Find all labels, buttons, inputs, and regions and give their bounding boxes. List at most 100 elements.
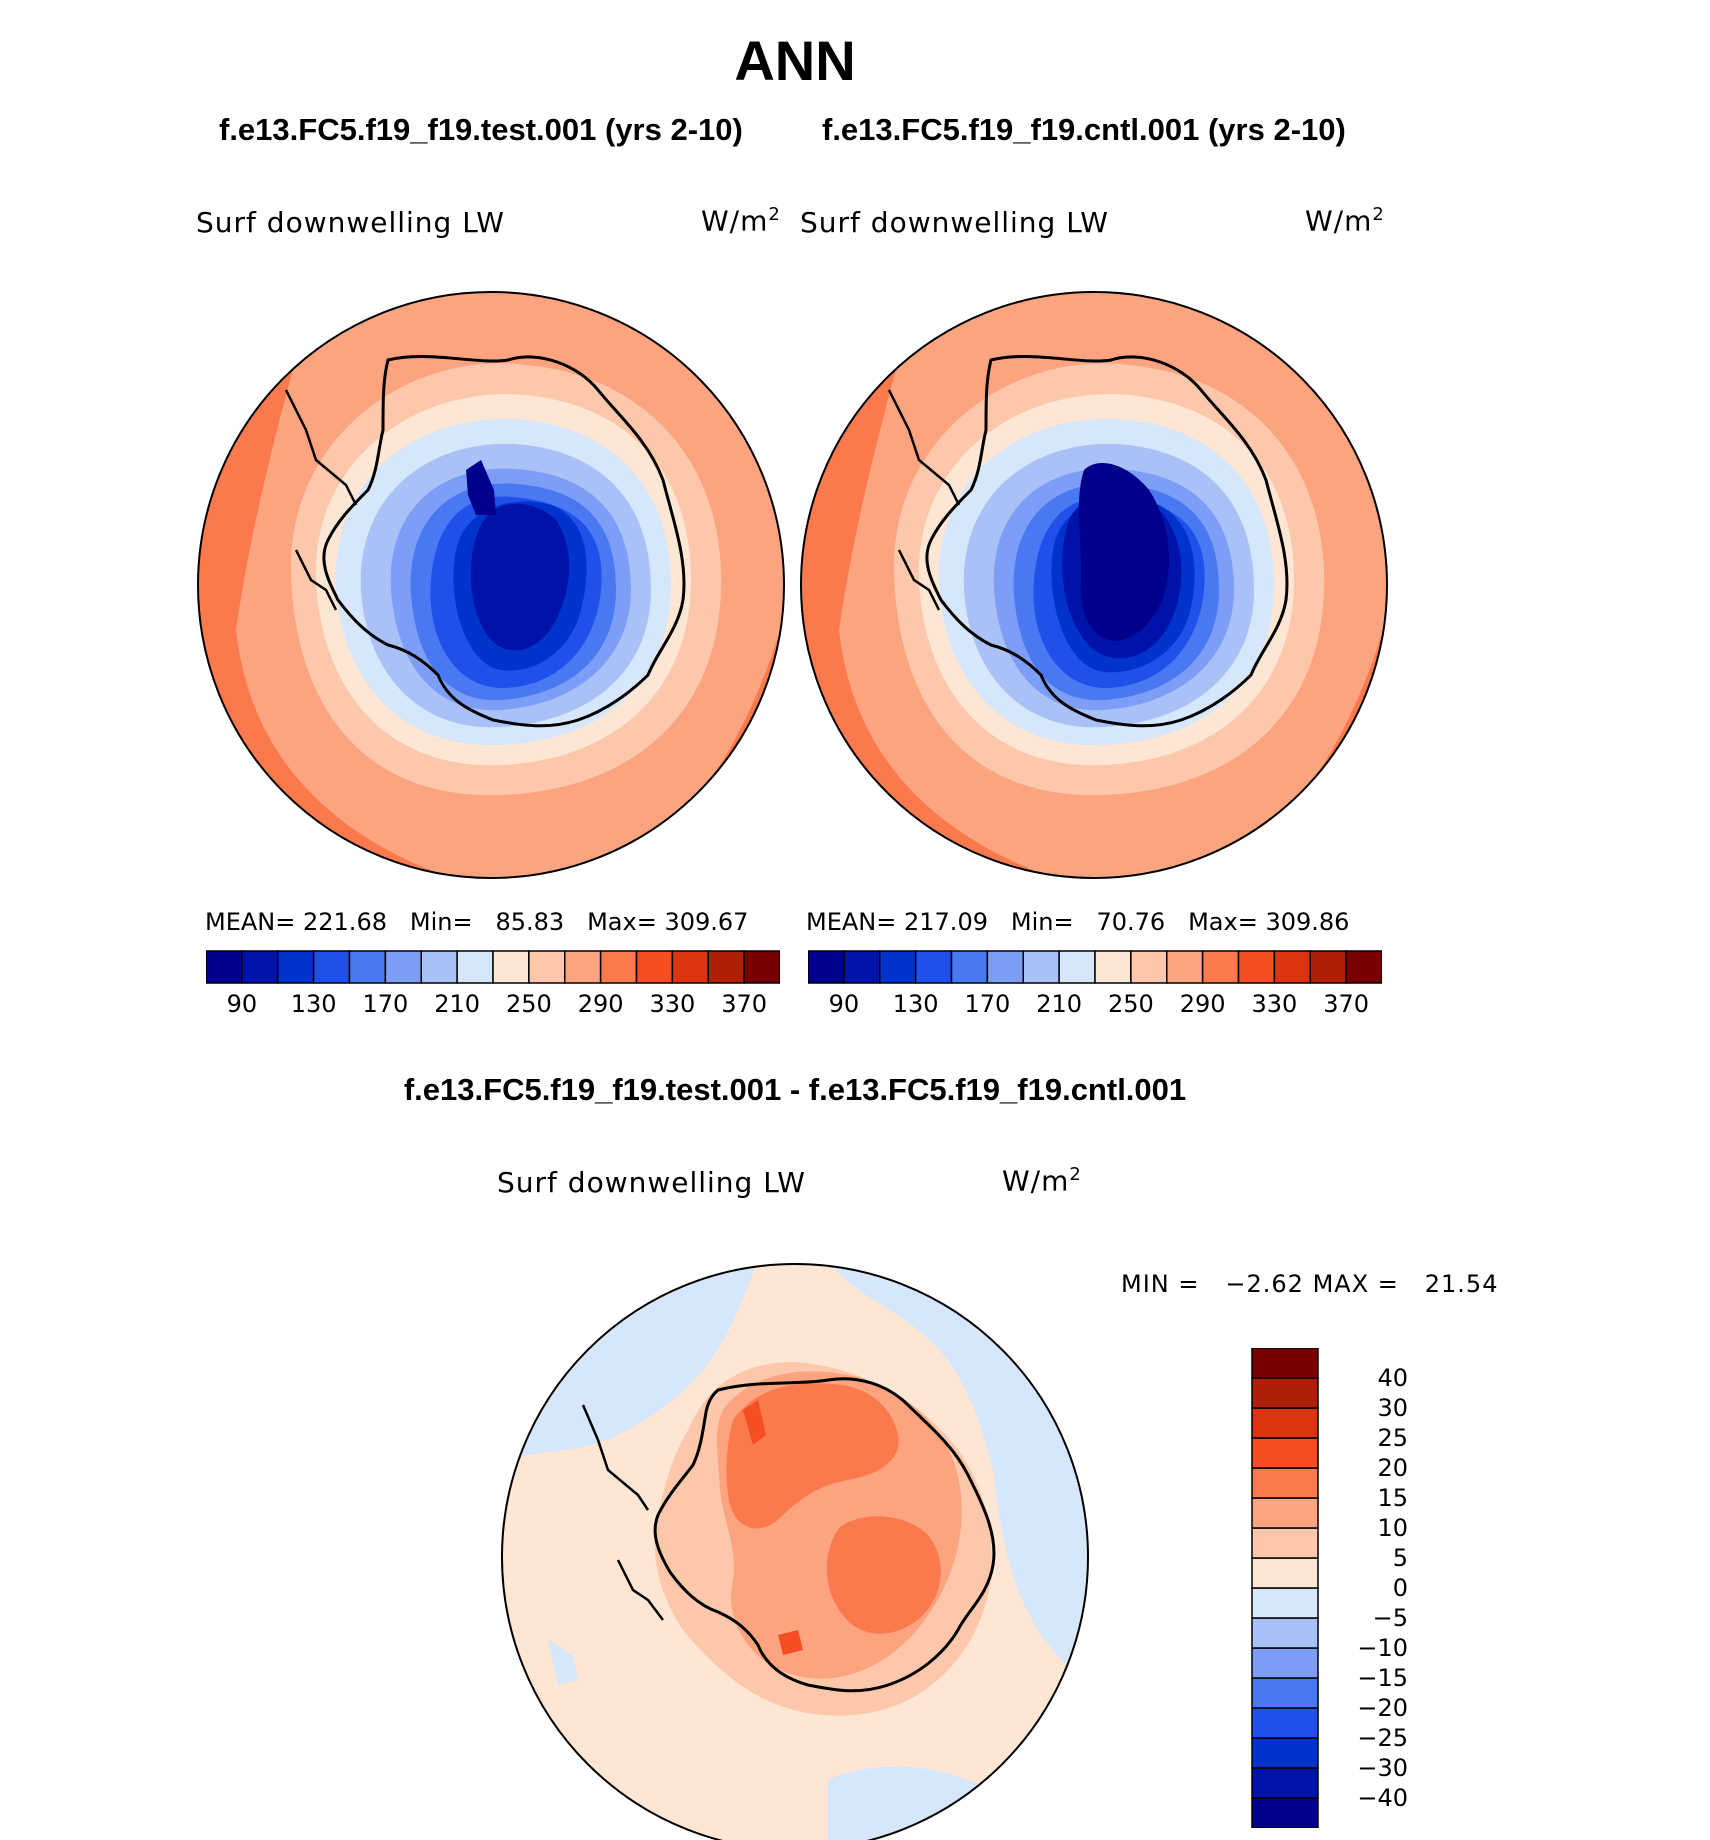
test-units-label: W/m2 — [701, 204, 781, 238]
colorbar-tick-label: 25 — [1377, 1424, 1408, 1452]
colorbar-tick-label: 0 — [1392, 1574, 1408, 1602]
colorbar-tick-label: −20 — [1357, 1694, 1408, 1722]
colorbar-box — [384, 950, 423, 984]
colorbar-tick-label: 30 — [1377, 1394, 1408, 1422]
colorbar-box — [635, 950, 674, 984]
colorbar-tick-label: 250 — [505, 990, 552, 1018]
cntl-stats-line: MEAN= 217.09 Min= 70.76 Max= 309.86 — [806, 908, 1350, 936]
colorbar-box — [348, 950, 387, 984]
cntl-colorbar-ticks: 90 130 170 210 250 290 330 370 — [808, 990, 1382, 1022]
colorbar-tick-label: −25 — [1357, 1724, 1408, 1752]
test-polar-map — [197, 291, 785, 879]
colorbar-box — [1251, 1647, 1319, 1679]
colorbar-box — [1251, 1767, 1319, 1799]
colorbar-tick-label: 130 — [892, 990, 939, 1018]
test-stats-line: MEAN= 221.68 Min= 85.83 Max= 309.67 — [205, 908, 749, 936]
colorbar-box — [599, 950, 638, 984]
colorbar-tick-label: 170 — [362, 990, 409, 1018]
diff-stats-line: MIN = −2.62 MAX = 21.54 — [1121, 1270, 1499, 1298]
colorbar-box — [1251, 1587, 1319, 1619]
colorbar-box — [1201, 950, 1240, 984]
test-variable-label: Surf downwelling LW — [196, 206, 505, 239]
diff-units-label: W/m2 — [1002, 1164, 1082, 1198]
colorbar-box — [492, 950, 530, 984]
colorbar-tick-label: 170 — [964, 990, 1011, 1018]
colorbar-box — [1022, 950, 1060, 984]
colorbar-box — [1130, 950, 1168, 984]
colorbar-box — [1251, 1497, 1319, 1529]
colorbar-box — [1251, 1348, 1319, 1379]
colorbar-box — [1237, 950, 1276, 984]
colorbar-box — [1058, 950, 1096, 984]
cntl-units-label: W/m2 — [1305, 204, 1385, 238]
colorbar-box — [1166, 950, 1204, 984]
colorbar-box — [743, 950, 780, 984]
colorbar-tick-label: 130 — [290, 990, 337, 1018]
colorbar-box — [1251, 1617, 1319, 1649]
colorbar-box — [1273, 950, 1312, 984]
cntl-case-title: f.e13.FC5.f19_f19.cntl.001 (yrs 2-10) — [822, 112, 1346, 147]
colorbar-box — [456, 950, 494, 984]
colorbar-box — [1251, 1527, 1319, 1559]
colorbar-tick-label: 330 — [649, 990, 696, 1018]
colorbar-box — [241, 950, 279, 984]
cntl-polar-map — [800, 291, 1388, 879]
colorbar-box — [707, 950, 745, 984]
colorbar-box — [1251, 1797, 1319, 1828]
colorbar-box — [843, 950, 881, 984]
colorbar-tick-label: 15 — [1377, 1484, 1408, 1512]
colorbar-box — [986, 950, 1025, 984]
colorbar-box — [879, 950, 917, 984]
colorbar-box — [206, 950, 243, 984]
colorbar-box — [1094, 950, 1132, 984]
diff-colorbar — [1251, 1348, 1319, 1828]
colorbar-box — [312, 950, 351, 984]
colorbar-box — [1251, 1467, 1319, 1499]
colorbar-tick-label: 5 — [1392, 1544, 1408, 1572]
colorbar-tick-label: −15 — [1357, 1664, 1408, 1692]
colorbar-tick-label: 90 — [226, 990, 258, 1018]
colorbar-box — [277, 950, 315, 984]
colorbar-tick-label: −30 — [1357, 1754, 1408, 1782]
cntl-colorbar — [808, 950, 1382, 984]
colorbar-box — [808, 950, 845, 984]
colorbar-tick-label: 210 — [1036, 990, 1083, 1018]
colorbar-tick-label: 370 — [721, 990, 768, 1018]
colorbar-box — [1251, 1677, 1319, 1709]
diff-variable-label: Surf downwelling LW — [497, 1166, 806, 1199]
colorbar-tick-label: 250 — [1107, 990, 1154, 1018]
colorbar-tick-label: 90 — [828, 990, 860, 1018]
colorbar-tick-label: 330 — [1251, 990, 1298, 1018]
diff-polar-map — [501, 1263, 1089, 1840]
colorbar-tick-label: 10 — [1377, 1514, 1408, 1542]
colorbar-box — [914, 950, 953, 984]
diff-case-title: f.e13.FC5.f19_f19.test.001 - f.e13.FC5.f… — [403, 1072, 1187, 1107]
colorbar-box — [950, 950, 989, 984]
colorbar-box — [420, 950, 458, 984]
colorbar-tick-label: 290 — [1179, 990, 1226, 1018]
colorbar-box — [1345, 950, 1382, 984]
colorbar-box — [1251, 1437, 1319, 1469]
colorbar-tick-label: −10 — [1357, 1634, 1408, 1662]
diff-colorbar-ticks: −40 −30 −25 −20 −15 −10 −5 0 5 10 15 20 25 30 40 — [1328, 1348, 1408, 1828]
colorbar-tick-label: 40 — [1377, 1364, 1408, 1392]
colorbar-box — [671, 950, 710, 984]
test-colorbar — [206, 950, 780, 984]
colorbar-box — [1251, 1407, 1319, 1439]
colorbar-box — [564, 950, 602, 984]
test-case-title: f.e13.FC5.f19_f19.test.001 (yrs 2-10) — [219, 112, 743, 147]
test-colorbar-ticks: 90 130 170 210 250 290 330 370 — [206, 990, 780, 1022]
colorbar-tick-label: −40 — [1357, 1784, 1408, 1812]
colorbar-tick-label: 20 — [1377, 1454, 1408, 1482]
colorbar-tick-label: −5 — [1372, 1604, 1408, 1632]
colorbar-tick-label: 370 — [1323, 990, 1370, 1018]
colorbar-box — [1309, 950, 1347, 984]
colorbar-box — [1251, 1737, 1319, 1769]
cntl-variable-label: Surf downwelling LW — [800, 206, 1109, 239]
colorbar-tick-label: 290 — [577, 990, 624, 1018]
colorbar-box — [1251, 1377, 1319, 1409]
colorbar-tick-label: 210 — [434, 990, 481, 1018]
colorbar-box — [528, 950, 566, 984]
colorbar-box — [1251, 1707, 1319, 1739]
colorbar-box — [1251, 1557, 1319, 1589]
